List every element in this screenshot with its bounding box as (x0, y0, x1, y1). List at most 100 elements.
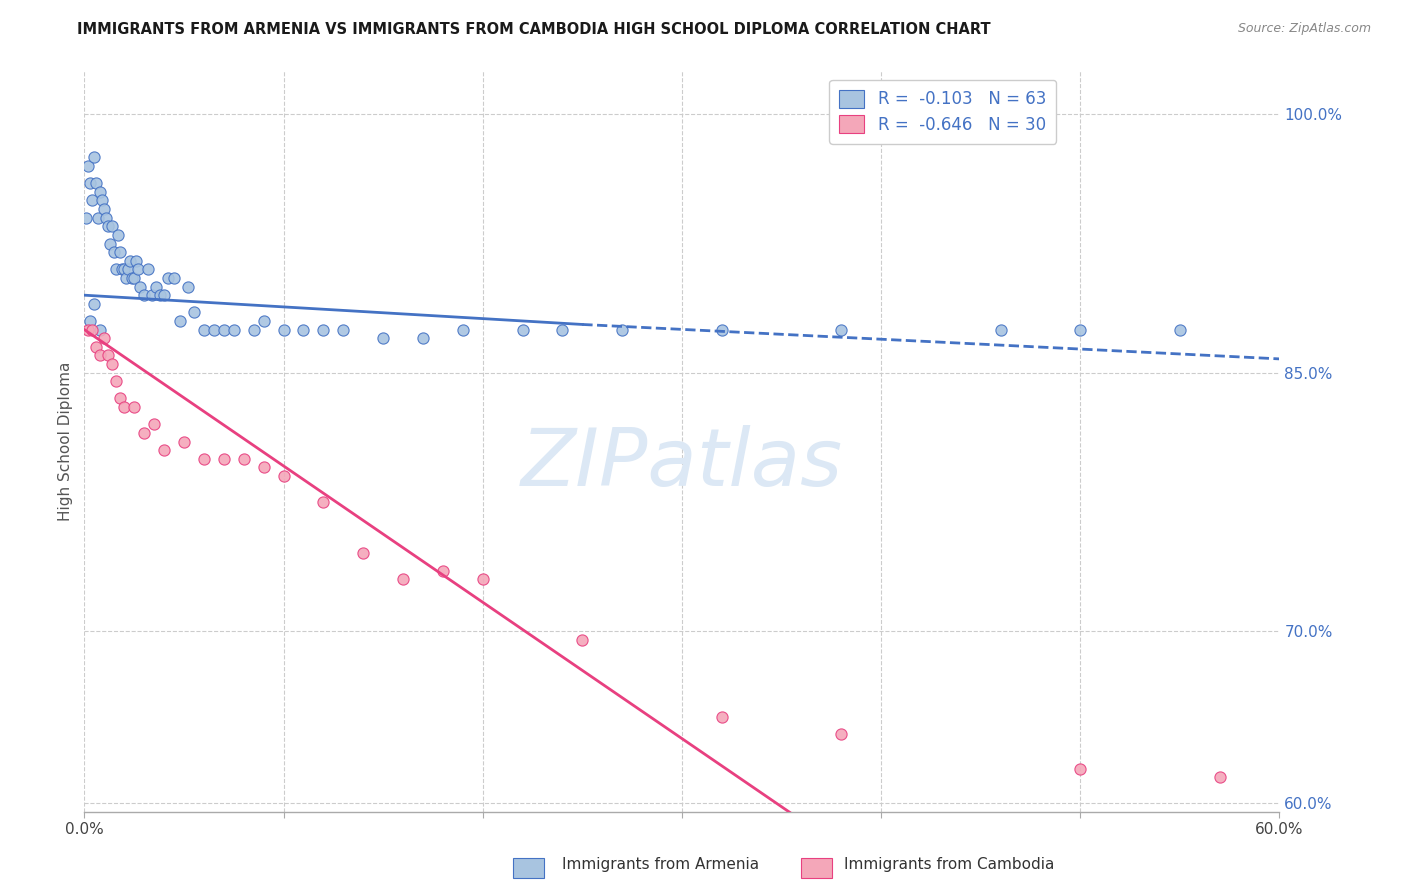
Point (101, 357, 124, 371)
Point (115, 271, 138, 285)
Point (127, 262, 149, 277)
Point (82, 194, 104, 208)
Point (149, 288, 172, 302)
Point (212, 451, 235, 466)
Point (710, 323, 733, 337)
Legend: R =  -0.103   N = 63, R =  -0.646   N = 30: R = -0.103 N = 63, R = -0.646 N = 30 (830, 79, 1056, 144)
Y-axis label: High School Diploma: High School Diploma (58, 362, 73, 521)
Point (253, 460, 276, 475)
Point (232, 451, 254, 466)
Point (83, 297, 105, 311)
Point (312, 323, 335, 337)
Point (132, 288, 156, 302)
Point (111, 262, 134, 277)
Point (193, 451, 215, 466)
Point (169, 314, 191, 328)
Point (112, 262, 135, 277)
Point (253, 314, 276, 328)
Point (91, 194, 114, 208)
Text: IMMIGRANTS FROM ARMENIA VS IMMIGRANTS FROM CAMBODIA HIGH SCHOOL DIPLOMA CORRELAT: IMMIGRANTS FROM ARMENIA VS IMMIGRANTS FR… (77, 22, 991, 37)
Point (202, 323, 225, 337)
Point (471, 572, 494, 586)
Point (153, 288, 176, 302)
Point (212, 323, 235, 337)
Point (451, 323, 474, 337)
Point (163, 271, 186, 285)
Point (830, 323, 852, 337)
Point (82, 323, 104, 337)
Point (242, 323, 264, 337)
Point (371, 331, 394, 345)
Point (1069, 323, 1091, 337)
Point (1208, 770, 1232, 784)
Point (129, 279, 152, 293)
Point (96, 211, 118, 225)
Point (86, 176, 108, 190)
Point (332, 323, 354, 337)
Point (830, 727, 852, 741)
Point (89, 185, 111, 199)
Point (122, 400, 145, 414)
Text: Immigrants from Cambodia: Immigrants from Cambodia (844, 857, 1054, 872)
Point (125, 253, 148, 268)
Point (98, 236, 121, 251)
Point (79, 314, 101, 328)
Point (157, 271, 180, 285)
Text: Immigrants from Armenia: Immigrants from Armenia (562, 857, 759, 872)
Point (141, 288, 163, 302)
Point (79, 176, 101, 190)
Point (89, 348, 111, 362)
Point (273, 323, 295, 337)
Point (93, 202, 115, 216)
Text: Source: ZipAtlas.com: Source: ZipAtlas.com (1237, 22, 1371, 36)
Point (312, 495, 335, 509)
Point (97, 219, 120, 234)
Point (173, 434, 195, 449)
Point (551, 323, 574, 337)
Point (112, 400, 135, 414)
Point (122, 271, 145, 285)
Point (77, 323, 100, 337)
Point (143, 417, 166, 432)
Point (105, 262, 128, 277)
Point (222, 323, 245, 337)
Point (121, 271, 143, 285)
Point (103, 245, 125, 260)
Point (75, 211, 97, 225)
Point (392, 572, 415, 586)
Point (183, 305, 205, 319)
Point (101, 219, 124, 234)
Point (107, 227, 129, 242)
Point (145, 279, 167, 293)
Point (97, 348, 120, 362)
Point (512, 323, 534, 337)
Point (352, 546, 374, 560)
Point (93, 331, 115, 345)
Point (990, 323, 1012, 337)
Point (117, 262, 139, 277)
Point (610, 323, 633, 337)
Point (153, 443, 176, 458)
Point (87, 211, 110, 225)
Point (1069, 762, 1091, 776)
Point (193, 323, 215, 337)
Point (83, 151, 105, 165)
Point (110, 245, 132, 260)
Point (412, 331, 434, 345)
Point (273, 469, 295, 483)
Point (1168, 323, 1191, 337)
Point (110, 392, 132, 406)
Point (432, 564, 454, 578)
Point (177, 279, 200, 293)
Point (132, 425, 156, 440)
Point (120, 253, 142, 268)
Point (710, 710, 733, 724)
Text: ZIPatlas: ZIPatlas (520, 425, 844, 503)
Point (571, 632, 593, 647)
Point (86, 340, 108, 354)
Point (77, 159, 100, 173)
Point (89, 323, 111, 337)
Point (292, 323, 315, 337)
Point (136, 262, 159, 277)
Point (105, 374, 128, 388)
